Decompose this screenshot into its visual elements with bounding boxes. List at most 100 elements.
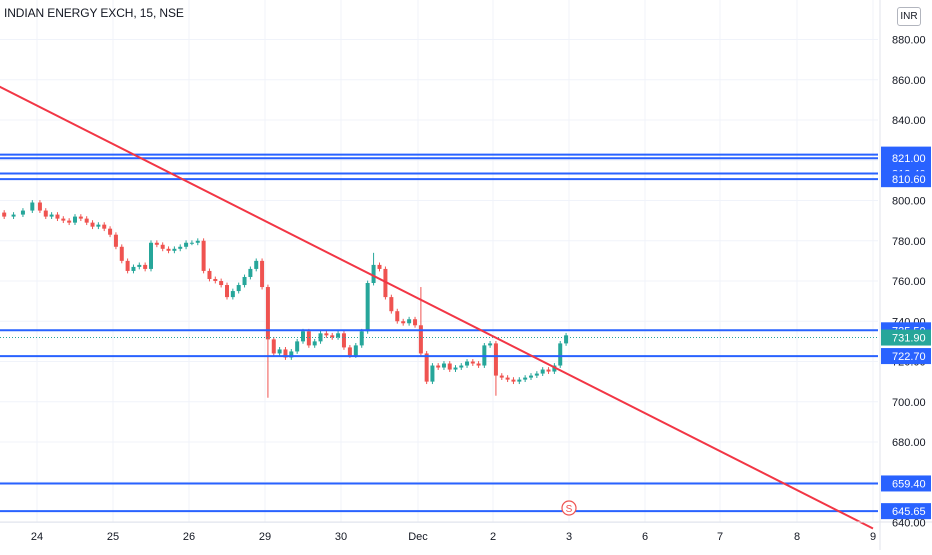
candle-body: [295, 341, 300, 352]
level-price-label: 821.00: [892, 153, 926, 165]
candle-body: [353, 345, 358, 356]
y-tick-label: 800.00: [892, 196, 926, 208]
y-tick-label: 640.00: [892, 518, 926, 530]
candle-body: [149, 242, 153, 269]
candle-body: [73, 216, 77, 223]
candle-body: [336, 333, 341, 338]
candle-body: [137, 264, 142, 267]
candle-body: [277, 349, 282, 354]
horizontal-levels[interactable]: [0, 153, 878, 513]
x-tick-label: 24: [31, 531, 43, 543]
candle-body: [265, 287, 270, 340]
trendline[interactable]: [0, 68, 874, 530]
candle-body: [371, 264, 376, 284]
candle-body: [49, 214, 54, 217]
candle-body: [324, 333, 329, 336]
y-tick-label: 880.00: [892, 35, 926, 47]
candle-body: [301, 331, 305, 342]
candle-body: [488, 343, 493, 346]
candle-body: [347, 347, 352, 356]
level-price-label-bg: [881, 150, 931, 167]
x-tick-label: Dec: [408, 531, 428, 543]
candle-body: [125, 260, 130, 271]
x-tick-label: 9: [870, 531, 876, 543]
candle-body: [2, 212, 7, 217]
candle-body: [67, 220, 72, 223]
last-price-label: 731.90: [892, 333, 926, 345]
y-tick-label: 780.00: [892, 236, 926, 248]
candle-body: [424, 353, 429, 382]
candle-body: [540, 369, 545, 374]
candle-body: [154, 242, 159, 245]
x-tick-label: 2: [490, 531, 496, 543]
candle-body: [377, 264, 382, 269]
candle-body: [225, 285, 229, 298]
candle-body: [184, 242, 189, 247]
candle-body: [558, 343, 563, 366]
candle-body: [43, 210, 48, 217]
split-event-icon[interactable]: [561, 500, 577, 516]
level-price-label-bg: [881, 171, 931, 188]
candle-body: [413, 319, 418, 326]
candle-body: [341, 333, 346, 348]
trendline-layer[interactable]: [0, 68, 874, 530]
price-labels: 822.80821.00813.40810.60735.50722.70659.…: [881, 146, 931, 520]
level-price-label-bg: [881, 348, 931, 365]
candle-body: [330, 335, 335, 338]
event-markers[interactable]: S: [561, 500, 577, 516]
y-tick-label: 760.00: [892, 276, 926, 288]
level-price-label-bg: [881, 503, 931, 520]
candle-body: [453, 367, 458, 370]
x-tick-label: 30: [335, 531, 347, 543]
candle-body: [389, 297, 394, 312]
candle-body: [523, 377, 528, 380]
candle-body: [113, 234, 118, 247]
y-tick-label: 680.00: [892, 437, 926, 449]
candle-body: [459, 365, 464, 368]
candle-body: [90, 222, 95, 227]
x-tick-label: 6: [642, 531, 648, 543]
candle-body: [511, 379, 516, 382]
candle-body: [430, 365, 435, 382]
candle-body: [529, 375, 533, 378]
candle-body: [260, 260, 265, 288]
level-price-label: 810.60: [892, 174, 926, 186]
candle-body: [493, 343, 498, 376]
y-tick-label: 860.00: [892, 75, 926, 87]
candle-body: [207, 270, 212, 279]
candle-body: [289, 351, 294, 358]
candle-body: [306, 331, 311, 346]
level-price-label: 659.40: [892, 478, 926, 490]
last-price-label-bg: [881, 329, 931, 346]
candle-body: [476, 363, 481, 366]
y-tick-label: 700.00: [892, 397, 926, 409]
symbol-title: INDIAN ENERGY EXCH, 15, NSE: [4, 6, 184, 20]
candle-body: [143, 264, 148, 269]
candle-body: [517, 379, 522, 382]
y-tick-label: 840.00: [892, 115, 926, 127]
candle-body: [195, 240, 200, 243]
candle-body: [254, 260, 259, 269]
candle-body: [201, 240, 206, 271]
candle-body: [546, 369, 551, 372]
candle-body: [236, 285, 241, 292]
level-price-label: 722.70: [892, 351, 926, 363]
level-price-label-bg: [881, 475, 931, 492]
candles: [2, 200, 569, 398]
candle-body: [189, 242, 194, 244]
candle-body: [499, 375, 504, 378]
candle-body: [30, 202, 35, 211]
candle-body: [78, 216, 83, 219]
candle-body: [534, 373, 539, 376]
candle-body: [271, 339, 276, 354]
candle-body: [283, 349, 288, 358]
candle-body: [219, 281, 224, 286]
candle-body: [11, 214, 16, 217]
candle-body: [365, 283, 370, 332]
candle-body: [465, 361, 470, 366]
candle-body: [441, 363, 446, 368]
currency-badge[interactable]: INR: [897, 7, 921, 26]
